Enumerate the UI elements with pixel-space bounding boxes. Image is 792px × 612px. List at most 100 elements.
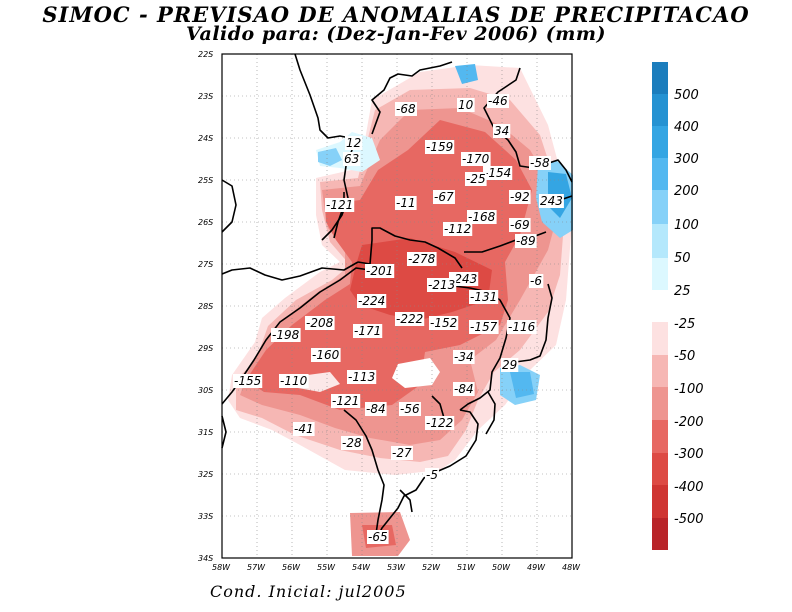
value-label-background (305, 316, 335, 330)
value-label-background (515, 234, 537, 248)
anomaly-value: -159 (426, 140, 453, 154)
legend-label: 200 (674, 184, 699, 199)
value-label-background (341, 436, 363, 450)
value-label-background (311, 348, 341, 362)
value-label-background (331, 394, 361, 408)
anomaly-value: -28 (342, 436, 362, 450)
value-label-background (457, 98, 475, 112)
lon-label: 50W (492, 563, 511, 572)
value-label-background (345, 136, 363, 150)
anomaly-value: -84 (454, 382, 474, 396)
anomaly-value: -243 (450, 272, 477, 286)
value-label-background (391, 446, 413, 460)
anomaly-value: -34 (454, 350, 474, 364)
value-label-background (325, 198, 355, 212)
anomaly-value: -160 (312, 348, 340, 362)
anomaly-field (228, 64, 573, 556)
map-title: SIMOC - PREVISAO DE ANOMALIAS DE PRECIPI… (42, 2, 750, 27)
value-label-background (395, 196, 417, 210)
anomaly-value: -84 (366, 402, 386, 416)
legend-label: -100 (674, 382, 704, 397)
value-label-background (399, 402, 421, 416)
value-label-background (425, 468, 439, 482)
lat-label: 33S (198, 512, 213, 521)
anomaly-value: 29 (502, 358, 517, 372)
legend-label: 50 (674, 251, 691, 266)
anomaly-value: -198 (272, 328, 300, 342)
anomaly-value: -5 (426, 468, 438, 482)
anomaly-value: -41 (294, 422, 314, 436)
anomaly-value: -92 (510, 190, 530, 204)
lon-label: 55W (317, 563, 336, 572)
anomaly-value: -46 (488, 94, 508, 108)
lat-label: 32S (198, 470, 213, 479)
legend-swatch-50 (652, 224, 668, 258)
lon-label: 49W (527, 563, 546, 572)
legend-swatch-minus200 (652, 420, 668, 453)
value-label-background (453, 350, 475, 364)
anomaly-value: -65 (368, 530, 388, 544)
value-label-background (365, 264, 395, 278)
value-label-background (507, 320, 537, 334)
legend-swatch-400 (652, 94, 668, 126)
anomaly-value: 34 (494, 124, 509, 138)
legend-swatch-minus25 (652, 322, 668, 355)
anomaly-value: 10 (458, 98, 474, 112)
anomaly-value: -121 (332, 394, 359, 408)
lon-label: 54W (352, 563, 371, 572)
legend-negative: -25 -50 -100 -200 -300 -400 -500 (652, 317, 704, 550)
value-label-background (501, 358, 519, 372)
value-label-background (425, 140, 455, 154)
legend-label: -50 (674, 349, 695, 364)
value-label-background (539, 194, 564, 208)
value-label-background (467, 210, 497, 224)
lat-label: 28S (198, 302, 213, 311)
anomaly-value: -278 (408, 252, 436, 266)
legend-positive: 500 400 300 200 100 50 25 (652, 62, 699, 299)
legend-swatch-minus500 (652, 518, 668, 550)
value-label-background (509, 218, 531, 232)
lon-label: 56W (282, 563, 301, 572)
lat-label: 25S (198, 176, 213, 185)
lon-label: 51W (457, 563, 476, 572)
lat-label: 22S (198, 50, 213, 59)
legend-label: 25 (674, 284, 691, 299)
value-label-background (347, 370, 377, 384)
anomaly-value: -25 (466, 172, 486, 186)
anomaly-value: -168 (468, 210, 496, 224)
legend-swatch-300 (652, 126, 668, 158)
value-label-background (353, 324, 383, 338)
lat-lon-grid (222, 54, 572, 558)
value-label-background (395, 312, 425, 326)
anomaly-value: 12 (346, 136, 361, 150)
lon-label: 53W (387, 563, 406, 572)
latitude-axis: 22S 23S 24S 25S 26S 27S 28S 29S 30S 31S … (198, 50, 213, 563)
lat-label: 24S (198, 134, 213, 143)
map-subtitle: Valido para: (Dez-Jan-Fev 2006) (mm) (186, 23, 606, 45)
anomaly-value: -201 (366, 264, 393, 278)
lon-label: 58W (212, 563, 231, 572)
anomaly-value: -113 (348, 370, 375, 384)
value-label-background (469, 290, 499, 304)
legend-label: -500 (674, 512, 704, 527)
value-label-background (443, 222, 473, 236)
anomaly-value: -11 (396, 196, 416, 210)
initial-condition: Cond. Inicial: jul2005 (210, 582, 407, 601)
value-label-background (279, 374, 309, 388)
longitude-axis: 58W 57W 56W 55W 54W 53W 52W 51W 50W 49W … (212, 563, 581, 572)
anomaly-value: -56 (400, 402, 420, 416)
anomaly-value: -155 (234, 374, 261, 388)
value-label-background (365, 402, 387, 416)
lat-label: 34S (198, 554, 213, 563)
value-label-background (233, 374, 263, 388)
anomaly-value: -222 (396, 312, 423, 326)
value-label-background (487, 94, 509, 108)
value-label-background (453, 382, 475, 396)
value-label-background (493, 124, 511, 138)
legend-label: -400 (674, 480, 704, 495)
anomaly-value: -171 (354, 324, 381, 338)
anomaly-value: -67 (434, 190, 454, 204)
anomaly-value: -154 (484, 166, 511, 180)
anomaly-value: -213 (428, 278, 455, 292)
